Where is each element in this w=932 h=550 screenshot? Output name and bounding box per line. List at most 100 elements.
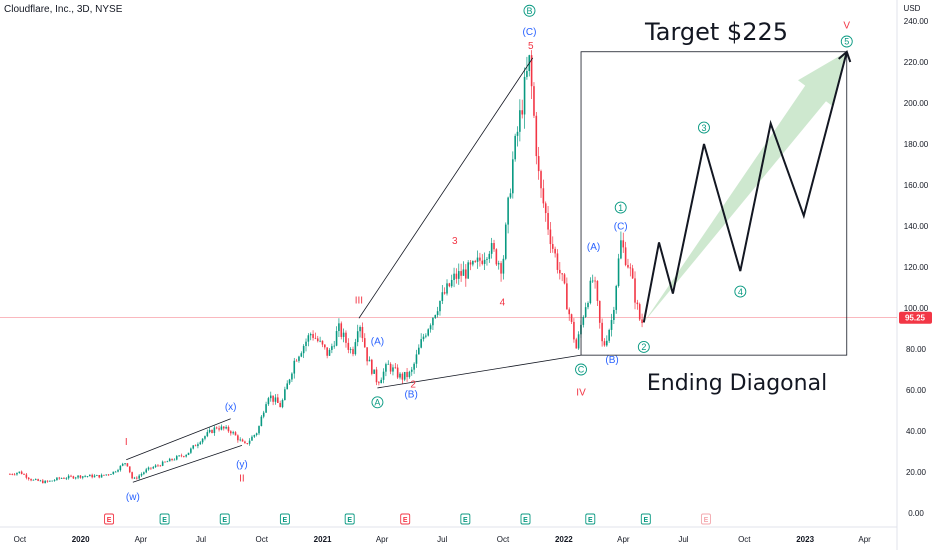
wave-label-text: (y) xyxy=(236,459,248,470)
candle xyxy=(211,429,213,434)
candle-body xyxy=(34,479,37,480)
candle-body xyxy=(509,193,512,198)
candle xyxy=(375,366,378,386)
candle-body xyxy=(622,240,625,248)
candle xyxy=(631,264,634,279)
candle xyxy=(180,453,183,458)
candle xyxy=(248,438,251,446)
candle-body xyxy=(516,131,519,136)
candle-body xyxy=(366,347,368,362)
candle-body xyxy=(107,474,110,476)
candle xyxy=(509,188,512,199)
candle-body xyxy=(561,273,563,275)
x-tick-label: Oct xyxy=(14,535,27,544)
candle-body xyxy=(502,258,505,274)
candle-body xyxy=(634,278,636,303)
x-tick-label: Oct xyxy=(497,535,510,544)
earnings-event: E xyxy=(640,513,651,525)
candle xyxy=(333,340,336,349)
candle xyxy=(359,325,361,338)
candle xyxy=(227,425,230,433)
wave-label: IV xyxy=(576,388,586,399)
earnings-event-label: E xyxy=(588,517,593,524)
earnings-event-box xyxy=(344,513,355,525)
candle xyxy=(319,336,321,343)
candle-body xyxy=(72,476,75,479)
wave-label: II xyxy=(239,474,245,485)
candle-body xyxy=(222,426,225,429)
candle-body xyxy=(361,326,364,339)
earnings-event: E xyxy=(104,513,115,525)
candle-body xyxy=(265,404,267,413)
candle xyxy=(16,472,18,476)
candle xyxy=(408,370,411,379)
candle-body xyxy=(462,269,465,276)
candle-body xyxy=(314,337,317,339)
candle-body xyxy=(13,474,16,476)
candle xyxy=(267,396,270,406)
candle-body xyxy=(279,402,281,408)
candle xyxy=(542,179,545,208)
candle xyxy=(354,338,357,356)
candle xyxy=(507,196,509,234)
x-tick-label: 2022 xyxy=(555,535,573,544)
candle-body xyxy=(549,229,552,245)
wave-label: 5 xyxy=(840,35,853,48)
candle xyxy=(168,457,171,462)
candle xyxy=(596,280,599,307)
candle-body xyxy=(483,259,486,264)
candle-body xyxy=(53,480,56,481)
candle xyxy=(345,330,347,348)
candle xyxy=(526,56,528,80)
x-tick-label: 2023 xyxy=(796,535,814,544)
candle-body xyxy=(591,280,594,282)
candle xyxy=(448,282,451,288)
wave-label-text: V xyxy=(843,21,850,32)
candle xyxy=(30,478,32,482)
candle-body xyxy=(126,463,129,467)
candle xyxy=(201,438,204,445)
candle-body xyxy=(197,444,199,447)
candle-body xyxy=(387,363,390,365)
candle xyxy=(281,398,284,409)
candle-body xyxy=(601,322,603,342)
candle xyxy=(230,430,232,436)
candle-body xyxy=(183,456,185,457)
candle-body xyxy=(277,397,279,403)
candle-body xyxy=(596,280,599,301)
candle xyxy=(387,360,390,365)
candle xyxy=(474,259,477,263)
candle-body xyxy=(190,448,192,453)
candle-body xyxy=(521,110,524,115)
candle xyxy=(521,99,524,119)
candle xyxy=(547,205,549,235)
candle-body xyxy=(171,458,173,460)
candle xyxy=(425,333,427,339)
candle xyxy=(112,471,115,475)
wave-label-circle xyxy=(371,396,384,409)
candle xyxy=(328,348,331,356)
candle-body xyxy=(251,436,253,441)
candle-body xyxy=(79,475,82,478)
candle xyxy=(206,429,209,438)
candle xyxy=(274,394,277,405)
candle xyxy=(342,328,345,343)
candle xyxy=(577,331,580,350)
target-box xyxy=(580,51,848,356)
candle xyxy=(166,460,169,463)
candle-body xyxy=(112,471,115,475)
candle xyxy=(535,111,538,165)
candle xyxy=(105,474,108,476)
candle xyxy=(60,477,63,479)
y-tick-label: 100.00 xyxy=(904,304,929,313)
wave-label: V xyxy=(843,21,850,32)
candle-body xyxy=(56,477,58,481)
candle-body xyxy=(488,253,491,259)
candle-body xyxy=(260,416,263,427)
wave-label: (B) xyxy=(605,355,618,366)
candle xyxy=(77,475,79,480)
candle xyxy=(136,476,138,480)
candle xyxy=(638,302,641,322)
earnings-event-label: E xyxy=(704,517,709,524)
